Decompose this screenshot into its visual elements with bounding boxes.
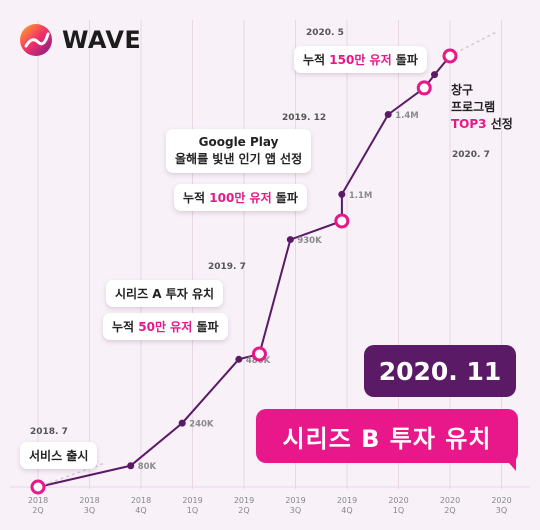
- changgu-date: 2020. 7: [452, 150, 490, 160]
- changgu-line1: 창구: [451, 83, 474, 97]
- data-point-3: [235, 355, 243, 363]
- google-play-date: 2019. 12: [282, 113, 327, 123]
- tick-year-1: 2018: [79, 496, 99, 505]
- tick-year-7: 2020: [388, 496, 408, 505]
- users-50-bubble: 누적 50만 유저 돌파: [103, 313, 228, 340]
- data-point-2: [178, 419, 186, 427]
- users-150-highlight: 150만 유저: [329, 53, 392, 67]
- users-50-post: 돌파: [192, 320, 219, 334]
- users-150-bubble: 누적 150만 유저 돌파: [294, 46, 427, 73]
- users-150-date: 2020. 5: [306, 28, 344, 38]
- series-a-date: 2019. 7: [208, 262, 246, 272]
- milestone-point-6: [334, 213, 350, 229]
- series-a-text: 시리즈 A 투자 유치: [115, 287, 215, 301]
- changgu-line2: 프로그램: [451, 100, 496, 114]
- chart-series: 80K240K480K930K1.1M1.4M: [30, 31, 497, 495]
- series-b-date: 2020. 11: [364, 345, 516, 397]
- wave-logo: WAVE: [18, 22, 141, 58]
- tick-quarter-6: 4Q: [341, 506, 352, 515]
- data-label-1: 80K: [138, 462, 157, 472]
- data-point-8: [384, 111, 392, 119]
- tick-year-4: 2019: [234, 496, 254, 505]
- changgu-text: 창구 프로그램 TOP3 선정: [451, 82, 513, 133]
- series-extension-end: [449, 31, 497, 57]
- milestone-point-4: [251, 346, 267, 362]
- series-a-bubble: 시리즈 A 투자 유치: [106, 280, 224, 307]
- tick-quarter-3: 1Q: [187, 506, 198, 515]
- tick-year-6: 2019: [337, 496, 357, 505]
- data-label-2: 240K: [189, 420, 214, 430]
- google-play-line2: 올해를 빛낸 인기 앱 선정: [175, 152, 303, 166]
- tick-quarter-9: 3Q: [496, 506, 507, 515]
- tick-year-9: 2020: [491, 496, 511, 505]
- tick-year-3: 2019: [182, 496, 202, 505]
- data-point-10: [431, 71, 439, 79]
- changgu-line3-post: 선정: [486, 117, 513, 131]
- users-50-highlight: 50만 유저: [138, 320, 193, 334]
- brand-name: WAVE: [62, 26, 142, 54]
- data-point-1: [127, 462, 135, 470]
- users-150-pre: 누적: [303, 53, 330, 67]
- tick-quarter-8: 2Q: [444, 506, 455, 515]
- tick-quarter-4: 2Q: [238, 506, 249, 515]
- tick-year-5: 2019: [285, 496, 305, 505]
- x-axis-ticks: 20182Q20183Q20184Q20191Q20192Q20193Q2019…: [28, 496, 512, 515]
- series-b-text: 시리즈 B 투자 유치: [256, 409, 518, 463]
- data-label-8: 1.4M: [395, 111, 419, 121]
- users-100-bubble: 누적 100만 유저 돌파: [174, 184, 307, 211]
- tick-year-0: 2018: [28, 496, 48, 505]
- google-play-line1: Google Play: [198, 135, 279, 149]
- wave-logo-icon: [20, 24, 52, 56]
- changgu-top3: TOP3: [451, 117, 487, 131]
- service-launch-bubble: 서비스 출시: [20, 442, 98, 469]
- data-point-7: [338, 190, 346, 198]
- tick-year-8: 2020: [440, 496, 460, 505]
- tick-year-2: 2018: [131, 496, 151, 505]
- milestone-point-9: [416, 80, 432, 96]
- series-b-tail: [502, 455, 516, 471]
- tick-quarter-0: 2Q: [32, 506, 43, 515]
- data-label-5: 930K: [297, 236, 322, 246]
- data-label-7: 1.1M: [349, 191, 373, 201]
- users-50-pre: 누적: [112, 320, 139, 334]
- users-150-post: 돌파: [391, 53, 418, 67]
- data-point-5: [286, 236, 294, 244]
- tick-quarter-1: 3Q: [84, 506, 95, 515]
- service-launch-text: 서비스 출시: [29, 449, 89, 463]
- users-100-post: 돌파: [271, 191, 298, 205]
- users-100-highlight: 100만 유저: [209, 191, 272, 205]
- service-launch-date: 2018. 7: [30, 427, 68, 437]
- milestone-point-0: [30, 479, 46, 495]
- milestone-point-11: [442, 48, 458, 64]
- tick-quarter-2: 4Q: [135, 506, 146, 515]
- users-100-pre: 누적: [183, 191, 210, 205]
- tick-quarter-5: 3Q: [290, 506, 301, 515]
- tick-quarter-7: 1Q: [393, 506, 404, 515]
- google-play-bubble: Google Play 올해를 빛낸 인기 앱 선정: [166, 129, 312, 173]
